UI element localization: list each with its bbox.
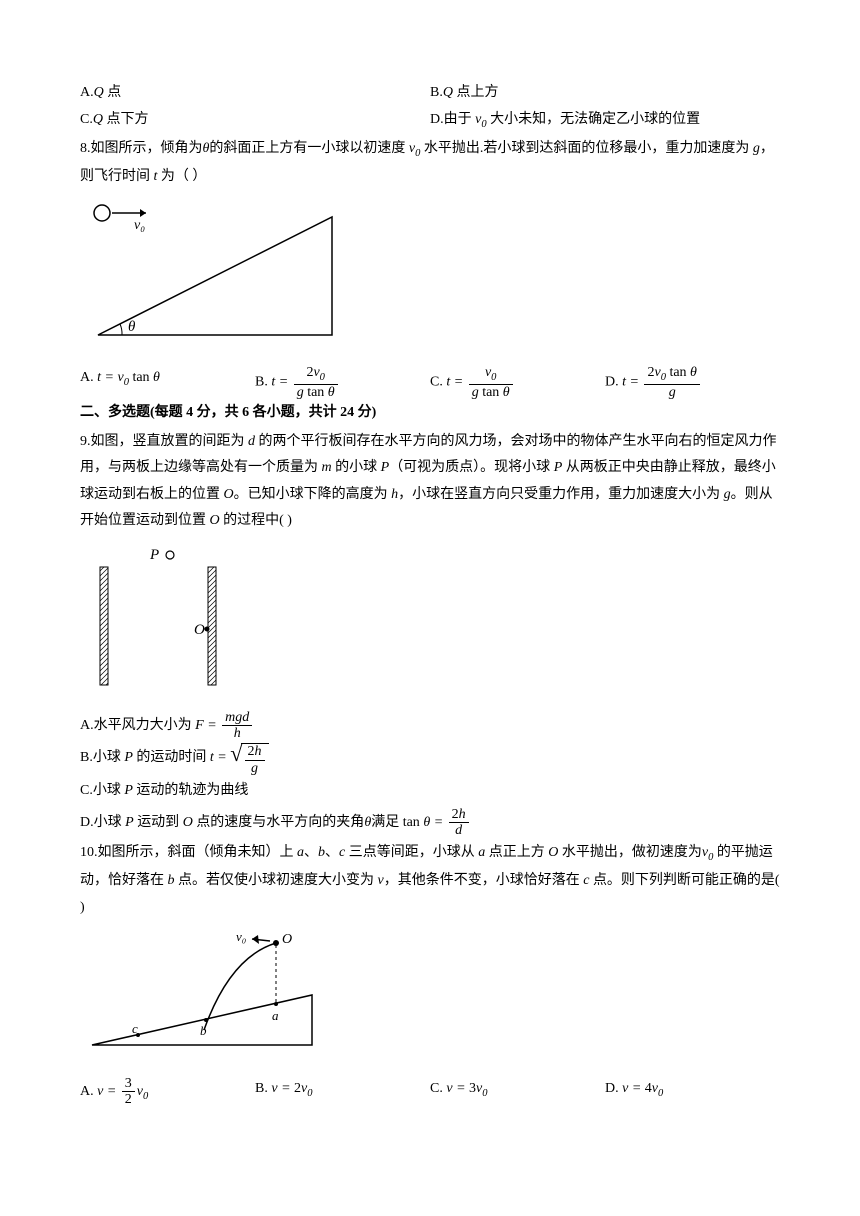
q8-opt-d: D. t = 2v0 tan θg [605,365,780,400]
q7-opt-b: B.Q 点上方 [430,80,780,107]
num: 10. [80,845,98,860]
q10-options: A. v = 32v0 B. v = 2v0 C. v = 3v0 D. v =… [80,1076,780,1108]
svg-text:O: O [282,932,292,947]
label: D.由于 [430,112,475,127]
var-q: Q [93,112,103,127]
svg-text:θ: θ [128,319,136,335]
q9-opt-a: A.水平风力大小为 F = mgdh [80,710,780,742]
q7-options: A.Q 点 B.Q 点上方 [80,80,780,107]
q8-figure: θ v₀ [80,197,780,358]
q8-svg: θ v₀ [80,197,340,347]
q8-opt-a: A. t = v0 tan θ [80,365,255,400]
text: 大小未知，无法确定乙小球的位置 [487,112,701,127]
q10-stem: 10.如图所示，斜面（倾角未知）上 a、b、c 三点等间距，小球从 a 点正上方… [80,840,780,921]
var-g: g [753,141,760,156]
q10-opt-c: C. v = 3v0 [430,1076,605,1108]
q10-figure: O v₀ a b c [80,927,780,1068]
svg-text:O: O [194,622,205,638]
num: 9. [80,434,91,449]
q7-opt-a: A.Q 点 [80,80,430,107]
num: 8. [80,141,91,156]
text: 点 [104,85,122,100]
svg-text:a: a [272,1008,279,1023]
var-v0: v0 [475,112,486,127]
q7-options-2: C.Q 点下方 D.由于 v0 大小未知，无法确定乙小球的位置 [80,107,780,135]
text: 点下方 [103,112,149,127]
q8-opt-c: C. t = v0g tan θ [430,365,605,400]
q9-opt-d: D.小球 P 运动到 O 点的速度与水平方向的夹角θ满足 tan θ = 2hd [80,807,780,839]
q10-svg: O v₀ a b c [80,927,330,1057]
svg-text:P: P [149,547,159,563]
text: 点上方 [453,85,499,100]
svg-text:c: c [132,1021,138,1036]
section-2-title: 二、多选题(每题 4 分，共 6 各小题，共计 24 分) [80,400,780,427]
q8-opt-b: B. t = 2v0g tan θ [255,365,430,400]
label: A. [80,85,94,100]
q9-svg: P O [80,541,240,691]
q9-opt-b: B.小球 P 的运动时间 t = √2hg [80,743,780,776]
q9-figure: P O [80,541,780,702]
label: C. [80,112,93,127]
q10-opt-a: A. v = 32v0 [80,1076,255,1108]
q9-opt-c: C.小球 P 运动的轨迹为曲线 [80,778,780,805]
svg-text:b: b [200,1023,207,1038]
q10-opt-b: B. v = 2v0 [255,1076,430,1108]
svg-text:v₀: v₀ [134,218,145,233]
q7-opt-c: C.Q 点下方 [80,107,430,135]
q7-opt-d: D.由于 v0 大小未知，无法确定乙小球的位置 [430,107,780,135]
q10-opt-d: D. v = 4v0 [605,1076,780,1108]
q8-stem: 8.如图所示，倾角为θ的斜面正上方有一小球以初速度 v0 水平抛出.若小球到达斜… [80,136,780,190]
var-v0: v0 [409,141,420,156]
var-q: Q [443,85,453,100]
q9-stem: 9.如图，竖直放置的间距为 d 的两个平行板间存在水平方向的风力场，会对场中的物… [80,429,780,535]
var-q: Q [94,85,104,100]
label: B. [430,85,443,100]
q8-options: A. t = v0 tan θ B. t = 2v0g tan θ C. t =… [80,365,780,400]
svg-text:v₀: v₀ [236,929,246,944]
